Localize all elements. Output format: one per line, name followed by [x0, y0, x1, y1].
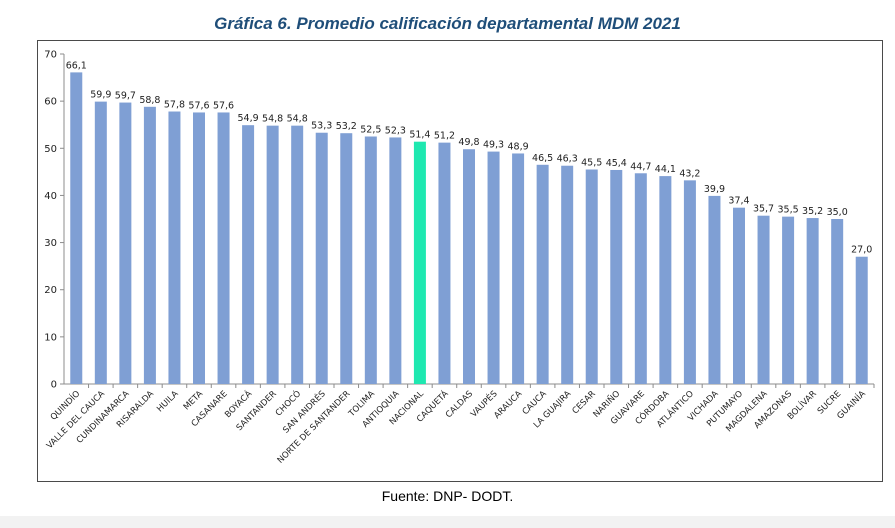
bar	[757, 215, 770, 384]
bar	[512, 153, 525, 384]
bar	[242, 125, 255, 384]
data-label: 35,7	[753, 204, 774, 215]
bar	[487, 151, 500, 384]
bar	[413, 141, 426, 384]
y-tick-label: 0	[51, 380, 57, 391]
y-tick-label: 20	[44, 285, 57, 296]
data-label: 35,0	[827, 207, 848, 218]
data-label: 54,9	[238, 113, 259, 124]
category-label: CALDAS	[444, 389, 475, 420]
data-label: 54,8	[287, 114, 308, 125]
data-label: 45,5	[581, 158, 602, 169]
bar	[266, 125, 279, 385]
data-label: 35,5	[778, 205, 799, 216]
bar	[168, 111, 181, 384]
bar	[831, 219, 844, 384]
data-label: 57,8	[164, 100, 185, 111]
bar	[217, 112, 230, 384]
bar	[463, 149, 475, 384]
bar	[585, 169, 598, 384]
data-label: 49,3	[483, 140, 504, 151]
data-label: 44,7	[630, 161, 651, 172]
y-tick-label: 60	[44, 97, 57, 108]
bar	[610, 169, 623, 384]
bar	[806, 218, 819, 384]
bar	[733, 207, 745, 384]
data-label: 39,9	[704, 184, 725, 195]
data-label: 59,7	[115, 91, 136, 102]
category-label: HUILA	[155, 389, 180, 414]
bar	[561, 165, 574, 384]
data-label: 51,2	[434, 131, 455, 142]
y-tick-label: 30	[44, 238, 57, 249]
y-tick-label: 70	[44, 50, 57, 61]
bar	[782, 216, 795, 384]
data-label: 37,4	[728, 196, 749, 207]
data-label: 53,2	[336, 121, 357, 132]
bar	[364, 136, 377, 384]
y-tick-label: 40	[44, 191, 57, 202]
data-label: 58,8	[139, 95, 160, 106]
data-label: 43,2	[679, 168, 700, 179]
bar	[536, 164, 549, 384]
data-label: 49,8	[458, 137, 479, 148]
data-label: 59,9	[90, 90, 111, 101]
data-label: 52,5	[360, 125, 381, 136]
chart-title: Gráfica 6. Promedio calificación departa…	[214, 14, 681, 33]
data-label: 44,1	[655, 164, 676, 175]
data-label: 52,3	[385, 125, 406, 136]
source-note: Fuente: DNP- DODT.	[381, 488, 514, 504]
data-label: 51,4	[409, 130, 430, 141]
bar	[193, 112, 205, 384]
data-label: 57,6	[213, 100, 234, 111]
bar	[119, 102, 132, 385]
data-label: 46,5	[532, 153, 553, 164]
data-label: 46,3	[557, 154, 578, 165]
bar	[70, 72, 83, 384]
chart-frame: 0 10 20 30 40 50 60 70 66,1 QUINDÍO 59,9 VALLE DEL …	[37, 40, 883, 482]
bar	[683, 180, 696, 384]
bar	[389, 137, 402, 384]
bar	[143, 106, 156, 385]
y-tick-label: 50	[44, 144, 57, 155]
bar	[708, 195, 721, 384]
y-tick-label: 10	[44, 332, 57, 343]
data-label: 35,2	[802, 206, 823, 217]
bar	[315, 132, 328, 384]
data-label: 45,4	[606, 158, 627, 169]
bar	[634, 173, 647, 384]
data-label: 48,9	[508, 141, 529, 152]
bar	[340, 133, 353, 384]
bar	[659, 176, 672, 384]
bottom-strip	[0, 516, 895, 528]
data-label: 27,0	[851, 245, 872, 256]
bar	[855, 256, 868, 384]
data-label: 53,3	[311, 121, 332, 132]
bar	[94, 101, 107, 384]
bar	[291, 125, 304, 385]
data-label: 66,1	[66, 60, 87, 71]
data-label: 57,6	[188, 100, 209, 111]
bar	[438, 142, 451, 384]
data-label: 54,8	[262, 114, 283, 125]
